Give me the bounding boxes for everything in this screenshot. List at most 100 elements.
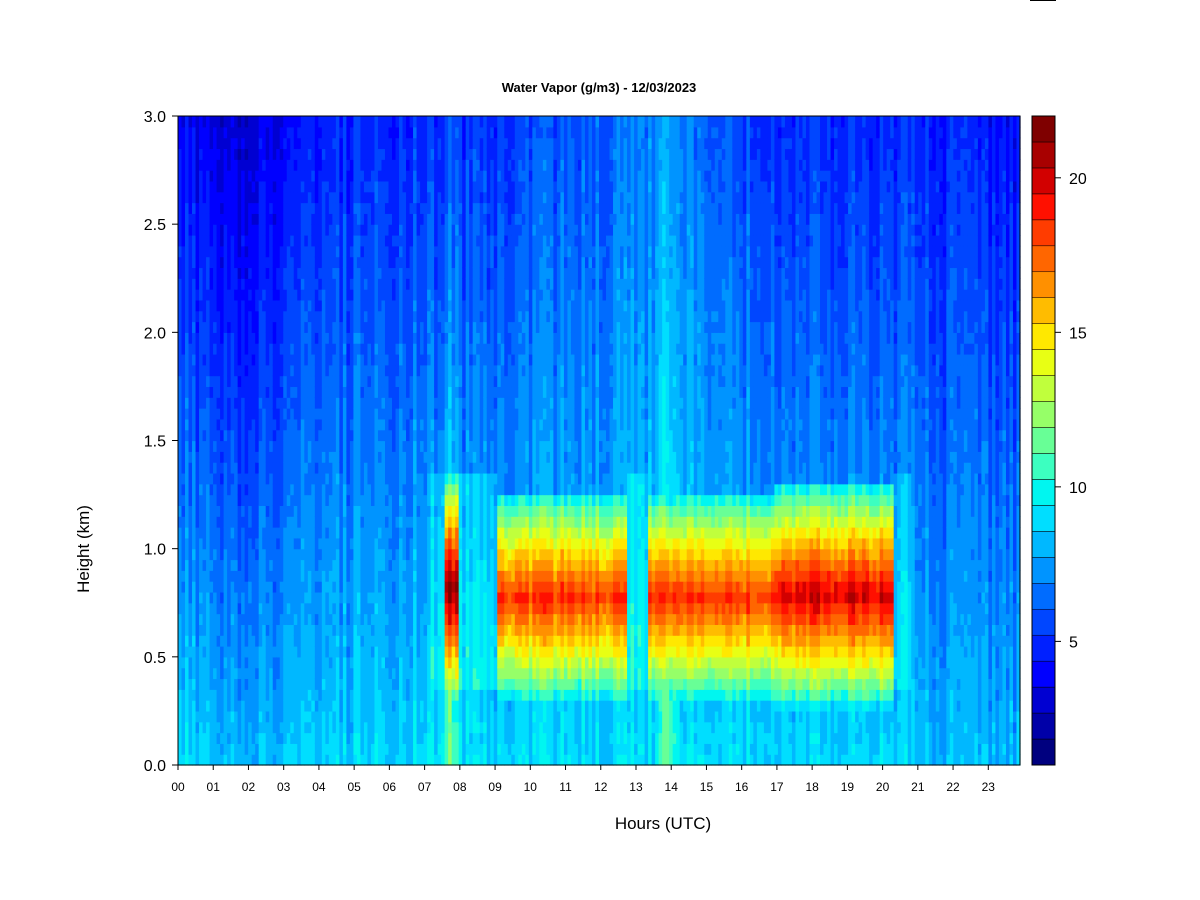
- heat-cell: [367, 137, 372, 150]
- heat-cell: [202, 667, 207, 680]
- heat-cell: [321, 581, 326, 593]
- heat-cell: [455, 559, 460, 571]
- heat-cell: [181, 483, 186, 496]
- heat-cell: [335, 743, 340, 755]
- heat-cell: [416, 126, 421, 139]
- heat-cell: [374, 137, 379, 150]
- heat-cell: [455, 429, 460, 442]
- heat-cell: [311, 624, 316, 636]
- heat-cell: [311, 483, 316, 496]
- heat-cell: [286, 516, 291, 528]
- heat-cell: [181, 472, 186, 485]
- heat-cell: [423, 451, 428, 463]
- heat-cell: [234, 559, 239, 571]
- heat-cell: [353, 624, 358, 636]
- heat-cell: [202, 537, 207, 550]
- heat-cell: [181, 743, 186, 755]
- heat-cell: [318, 537, 323, 550]
- heat-cell: [458, 689, 463, 701]
- heat-cell: [276, 408, 281, 420]
- heat-cell: [339, 234, 344, 247]
- heat-cell: [441, 364, 446, 377]
- heat-cell: [427, 180, 432, 193]
- heat-cell: [188, 516, 193, 528]
- heat-cell: [220, 440, 225, 452]
- heat-cell: [276, 635, 281, 647]
- heat-cell: [332, 743, 337, 755]
- heat-cell: [346, 462, 351, 474]
- heat-cell: [178, 537, 183, 550]
- heat-cell: [427, 537, 432, 550]
- heat-cell: [420, 548, 425, 561]
- heat-cell: [304, 559, 309, 571]
- heat-cell: [325, 570, 330, 582]
- heat-cell: [416, 408, 421, 420]
- heat-cell: [244, 375, 249, 388]
- heat-cell: [199, 321, 204, 333]
- heat-cell: [448, 678, 453, 690]
- heat-cell: [283, 537, 288, 550]
- heat-cell: [342, 710, 347, 723]
- heat-cell: [279, 321, 284, 333]
- heat-cell: [213, 170, 218, 182]
- heat-cell: [434, 602, 439, 615]
- heat-cell: [293, 635, 298, 647]
- heat-cell: [349, 256, 355, 269]
- heat-cell: [318, 505, 323, 517]
- heat-cell: [448, 256, 453, 269]
- heat-cell: [192, 116, 197, 128]
- heat-cell: [353, 299, 358, 312]
- heat-cell: [332, 321, 337, 333]
- heat-cell: [202, 494, 207, 506]
- heat-cell: [188, 202, 193, 214]
- heat-cell: [469, 613, 474, 625]
- heat-cell: [192, 418, 197, 431]
- heat-cell: [430, 408, 435, 420]
- heat-cell: [188, 624, 193, 636]
- heat-cell: [178, 289, 183, 301]
- heat-cell: [307, 440, 312, 452]
- heat-cell: [293, 321, 298, 333]
- heat-cell: [363, 516, 369, 528]
- heat-cell: [335, 602, 340, 615]
- heat-cell: [216, 202, 221, 214]
- heat-cell: [223, 375, 228, 388]
- heat-cell: [458, 418, 463, 431]
- heat-cell: [399, 754, 404, 766]
- heat-cell: [178, 483, 183, 496]
- heat-cell: [399, 332, 404, 344]
- heat-cell: [392, 602, 397, 615]
- heat-cell: [346, 397, 351, 409]
- heat-cell: [441, 429, 446, 442]
- heat-cell: [293, 299, 298, 312]
- heat-cell: [265, 527, 270, 539]
- heat-cell: [444, 397, 449, 409]
- heat-cell: [286, 202, 291, 214]
- heat-cell: [349, 462, 355, 474]
- heat-cell: [420, 656, 425, 669]
- heat-cell: [230, 613, 235, 625]
- heat-cell: [251, 321, 256, 333]
- heat-cell: [406, 494, 411, 506]
- heat-cell: [384, 299, 390, 312]
- heat-cell: [195, 754, 200, 766]
- heat-cell: [465, 494, 470, 506]
- heat-cell: [462, 613, 467, 625]
- heat-cell: [300, 527, 305, 539]
- heat-cell: [370, 537, 376, 550]
- heat-cell: [441, 386, 446, 398]
- heat-cell: [448, 505, 453, 517]
- heat-cell: [448, 397, 453, 409]
- heat-cell: [458, 656, 463, 669]
- heat-cell: [286, 494, 291, 506]
- heat-cell: [388, 170, 393, 182]
- heat-cell: [241, 267, 246, 279]
- heat-cell: [328, 667, 333, 680]
- heat-cell: [318, 613, 323, 625]
- heat-cell: [346, 256, 351, 269]
- heat-cell: [304, 451, 309, 463]
- heat-cell: [290, 646, 295, 658]
- heat-cell: [265, 180, 270, 193]
- heat-cell: [325, 321, 330, 333]
- heat-cell: [290, 234, 295, 247]
